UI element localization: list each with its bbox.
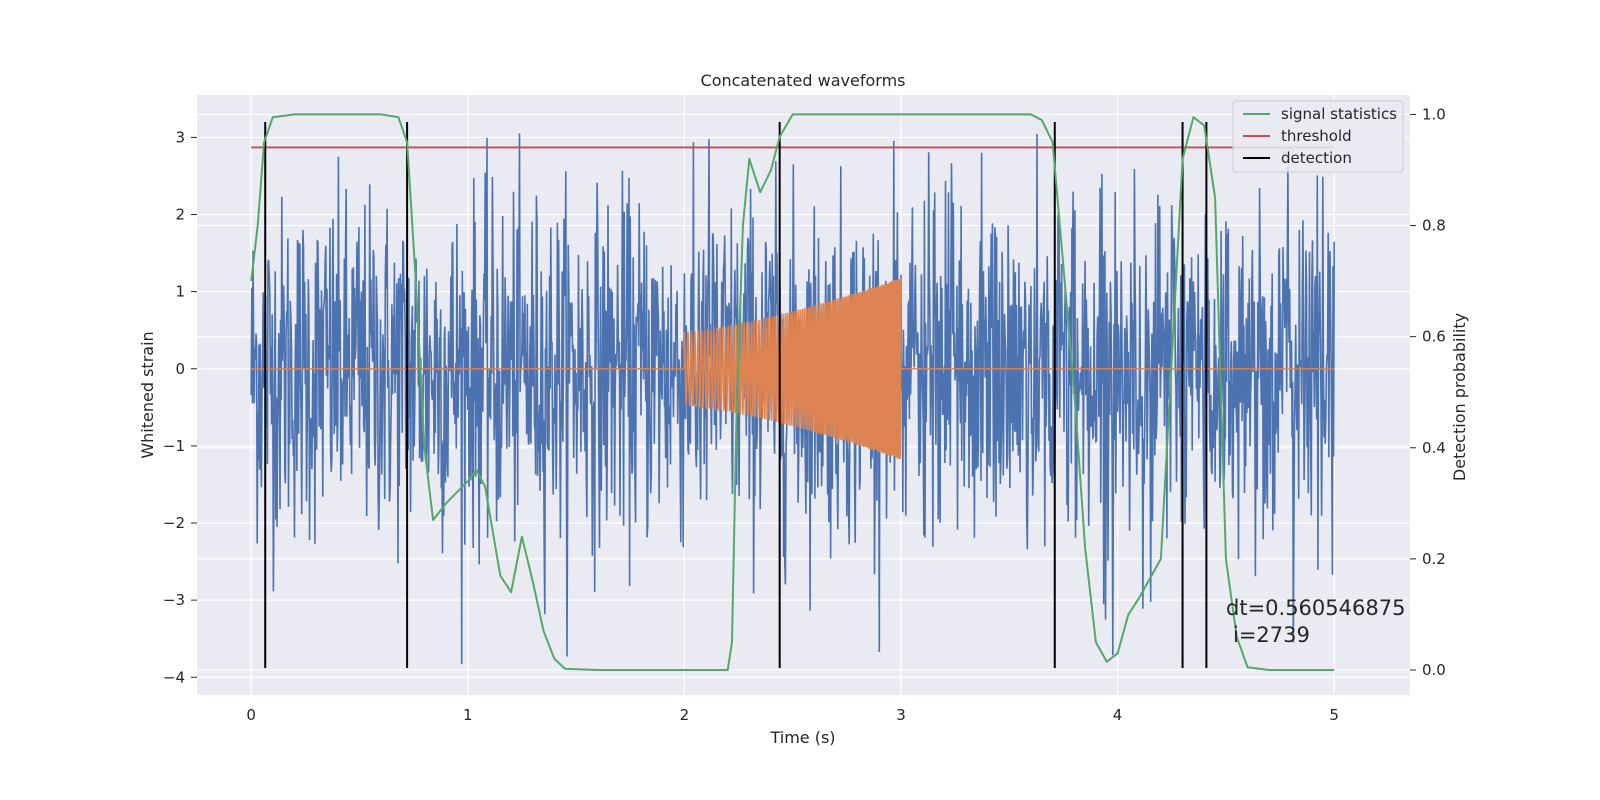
y2-tick-label: 0.8: [1422, 217, 1446, 235]
legend: signal statistics threshold detection: [1232, 100, 1404, 173]
x-tick-label: 3: [896, 706, 906, 724]
legend-entry-detection: detection: [1281, 149, 1352, 167]
y-tick-label: −1: [163, 437, 185, 455]
overlay-lines: [250, 113, 1335, 671]
injection-trace: [251, 277, 1335, 459]
y-tick-label: −2: [163, 514, 185, 532]
x-tick-label: 4: [1113, 706, 1123, 724]
y-tick-label: 3: [175, 128, 185, 146]
legend-entry-signal-statistics: signal statistics: [1281, 105, 1397, 123]
y-axis-label: Whitened strain: [138, 331, 157, 458]
injection-series: [251, 277, 1335, 459]
chart-title: Concatenated waveforms: [701, 71, 906, 90]
x-tick-label: 0: [246, 706, 256, 724]
y-tick-label: 2: [175, 206, 185, 224]
y2-tick-label: 0.4: [1422, 439, 1446, 457]
x-axis-label: Time (s): [769, 728, 835, 747]
y2-axis-label: Detection probability: [1450, 313, 1469, 481]
y2-tick-label: 0.0: [1422, 661, 1446, 679]
y-tick-label: −4: [163, 668, 185, 686]
x-tick-label: 2: [680, 706, 690, 724]
y2-tick-label: 0.2: [1422, 550, 1446, 568]
signal-statistics-line: [250, 113, 1335, 671]
annotation-index: i=2739: [1233, 623, 1310, 647]
y2-tick-label: 1.0: [1422, 105, 1446, 123]
y-tick-label: −3: [163, 591, 185, 609]
y2-tick-label: 0.6: [1422, 328, 1446, 346]
legend-box: [1232, 100, 1404, 173]
tick-labels: 0 1 2 3 4 5 −4 −3 −2 −1 0 1 2 3 0.0 0.2 0.4 0.6 0.8 1.0: [163, 105, 1446, 724]
annotation-dt: dt=0.560546875: [1226, 596, 1405, 620]
y-tick-label: 1: [175, 283, 185, 301]
legend-entry-threshold: threshold: [1281, 127, 1352, 145]
y-tick-label: 0: [175, 360, 185, 378]
x-tick-label: 1: [463, 706, 473, 724]
x-tick-label: 5: [1329, 706, 1339, 724]
